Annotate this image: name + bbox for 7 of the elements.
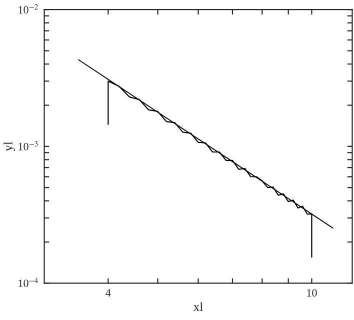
y-axis-title: yl <box>4 142 15 152</box>
x-axis-title: xl <box>193 302 203 312</box>
x-tick-label: 4 <box>106 289 111 296</box>
y-tick-label: 10$^{−4}$ <box>18 278 38 288</box>
y-tick-label: 10$^{−2}$ <box>18 4 38 14</box>
y-tick-label: 10$^{−3}$ <box>18 141 38 150</box>
x-tick-label: 10 <box>307 289 317 297</box>
